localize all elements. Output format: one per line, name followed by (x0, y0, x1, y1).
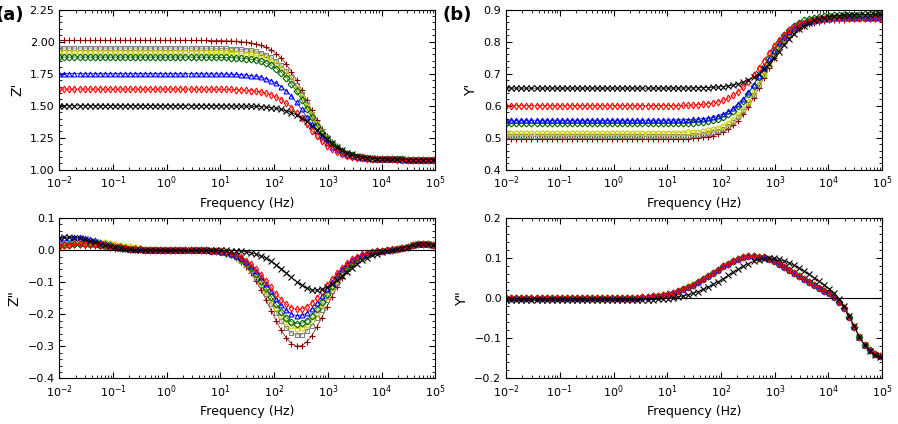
X-axis label: Frequency (Hz): Frequency (Hz) (200, 405, 295, 418)
X-axis label: Frequency (Hz): Frequency (Hz) (647, 405, 742, 418)
Text: (b): (b) (443, 6, 471, 24)
Y-axis label: Y": Y" (454, 291, 469, 306)
Y-axis label: Z': Z' (10, 83, 24, 96)
Y-axis label: Y': Y' (464, 84, 478, 96)
Y-axis label: Z": Z" (8, 290, 22, 306)
Text: (a): (a) (0, 6, 24, 24)
X-axis label: Frequency (Hz): Frequency (Hz) (647, 197, 742, 210)
X-axis label: Frequency (Hz): Frequency (Hz) (200, 197, 295, 210)
